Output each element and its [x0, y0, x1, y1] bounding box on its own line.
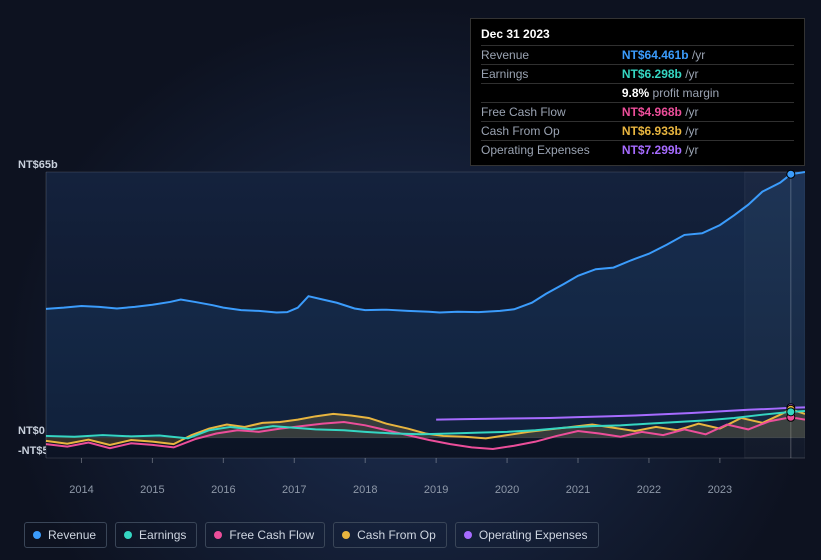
tooltip-row-label: Earnings [481, 65, 622, 84]
legend-swatch [214, 531, 222, 539]
legend-label: Free Cash Flow [229, 528, 314, 542]
tooltip-row-label [481, 84, 622, 103]
financials-chart[interactable] [16, 158, 805, 478]
legend-label: Revenue [48, 528, 96, 542]
tooltip-row-value: NT$6.298b /yr [622, 65, 794, 84]
x-axis-label: 2022 [637, 484, 661, 496]
tooltip-table: RevenueNT$64.461b /yrEarningsNT$6.298b /… [481, 45, 794, 159]
x-axis-label: 2018 [353, 484, 377, 496]
chart-tooltip: Dec 31 2023 RevenueNT$64.461b /yrEarning… [470, 18, 805, 166]
x-axis-label: 2021 [566, 484, 590, 496]
x-axis-label: 2017 [282, 484, 306, 496]
x-axis: 2014 2015 2016 2017 2018 2019 2020 2021 2022 2023 [16, 484, 805, 500]
tooltip-row-value: NT$4.968b /yr [622, 103, 794, 122]
legend-swatch [464, 531, 472, 539]
legend-label: Earnings [139, 528, 186, 542]
x-axis-label: 2023 [708, 484, 732, 496]
legend-item-cash-from-op[interactable]: Cash From Op [333, 522, 447, 548]
legend-label: Cash From Op [357, 528, 436, 542]
tooltip-row-value: 9.8% profit margin [622, 84, 794, 103]
legend-item-revenue[interactable]: Revenue [24, 522, 107, 548]
x-axis-label: 2015 [140, 484, 164, 496]
tooltip-row-label: Cash From Op [481, 122, 622, 141]
legend-swatch [342, 531, 350, 539]
x-axis-label: 2014 [69, 484, 93, 496]
tooltip-row-value: NT$6.933b /yr [622, 122, 794, 141]
legend-swatch [124, 531, 132, 539]
tooltip-row-label: Operating Expenses [481, 141, 622, 160]
x-axis-label: 2016 [211, 484, 235, 496]
tooltip-date: Dec 31 2023 [481, 27, 794, 45]
legend-swatch [33, 531, 41, 539]
tooltip-row-label: Revenue [481, 46, 622, 65]
tooltip-row-label: Free Cash Flow [481, 103, 622, 122]
legend-label: Operating Expenses [479, 528, 588, 542]
x-axis-label: 2019 [424, 484, 448, 496]
legend-item-earnings[interactable]: Earnings [115, 522, 197, 548]
legend-item-free-cash-flow[interactable]: Free Cash Flow [205, 522, 325, 548]
tooltip-row-value: NT$64.461b /yr [622, 46, 794, 65]
tooltip-row-value: NT$7.299b /yr [622, 141, 794, 160]
chart-legend: Revenue Earnings Free Cash Flow Cash From O… [24, 522, 599, 548]
x-axis-label: 2020 [495, 484, 519, 496]
legend-item-operating-expenses[interactable]: Operating Expenses [455, 522, 599, 548]
